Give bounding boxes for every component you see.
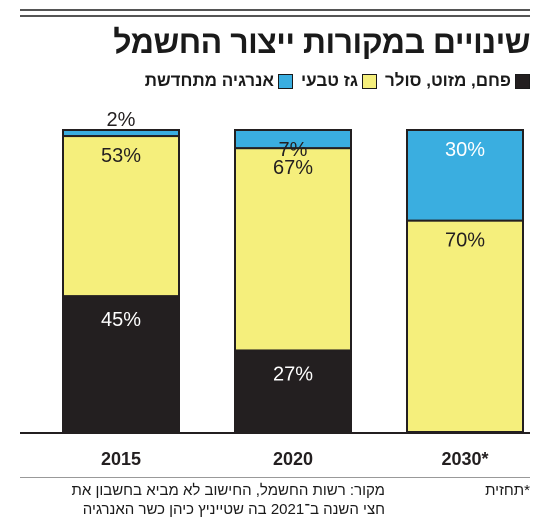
source-line-1: מקור: רשות החשמל, החישוב לא מביא בחשבון … (71, 482, 385, 499)
legend-item-renewable: אנרגיה מתחדשת (144, 71, 294, 91)
legend-swatch-gas (361, 73, 377, 89)
data-label-gas-2030: 70% (445, 230, 485, 252)
data-label-fossil-2020: 27% (273, 363, 313, 385)
data-label-renewable-2020: 7% (279, 139, 308, 161)
legend-item-gas: גז טבעי (301, 71, 377, 91)
legend-item-fossil: פחם, מזוט, סולר (385, 71, 530, 91)
bar-segment-gas-2015 (62, 135, 180, 298)
data-label-gas-2020: 67% (273, 157, 313, 179)
data-label-gas-2015: 53% (101, 145, 141, 167)
x-tick-label-2020: 2020 (273, 449, 313, 469)
x-tick-label-2030: 2030* (441, 449, 488, 469)
bar-segment-renewable-2020 (234, 129, 352, 150)
source-note: מקור: רשות החשמל, החישוב לא מביא בחשבון … (25, 481, 385, 519)
chart-title: שינויים במקורות ייצור החשמל (113, 24, 530, 60)
legend-label-renewable: אנרגיה מתחדשת (144, 71, 275, 90)
forecast-note: *תחזית (485, 482, 530, 499)
legend-swatch-fossil (515, 73, 530, 89)
bar-segment-gas-2030 (406, 219, 524, 433)
footer-rule (20, 477, 530, 478)
data-label-fossil-2015: 45% (101, 309, 141, 331)
bar-segment-renewable-2030 (406, 129, 524, 222)
x-tick-label-2015: 2015 (101, 449, 141, 469)
source-line-2: חצי השנה ב־2021 בה שטייניץ כיהן כשר האנר… (82, 501, 385, 518)
top-rule (20, 15, 530, 17)
bar-segment-fossil-2020 (234, 349, 352, 433)
data-label-renewable-2015: 2% (107, 109, 136, 131)
bar-segment-gas-2020 (234, 147, 352, 352)
legend-swatch-renewable (278, 73, 294, 89)
bar-segment-renewable-2015 (62, 129, 180, 138)
data-label-renewable-2030: 30% (445, 139, 485, 161)
legend-label-fossil: פחם, מזוט, סולר (384, 71, 511, 90)
top-rule (20, 9, 530, 11)
legend-label-gas: גז טבעי (301, 71, 358, 90)
legend: פחם, מזוט, סולר גז טבעי אנרגיה מתחדשת (20, 70, 530, 92)
